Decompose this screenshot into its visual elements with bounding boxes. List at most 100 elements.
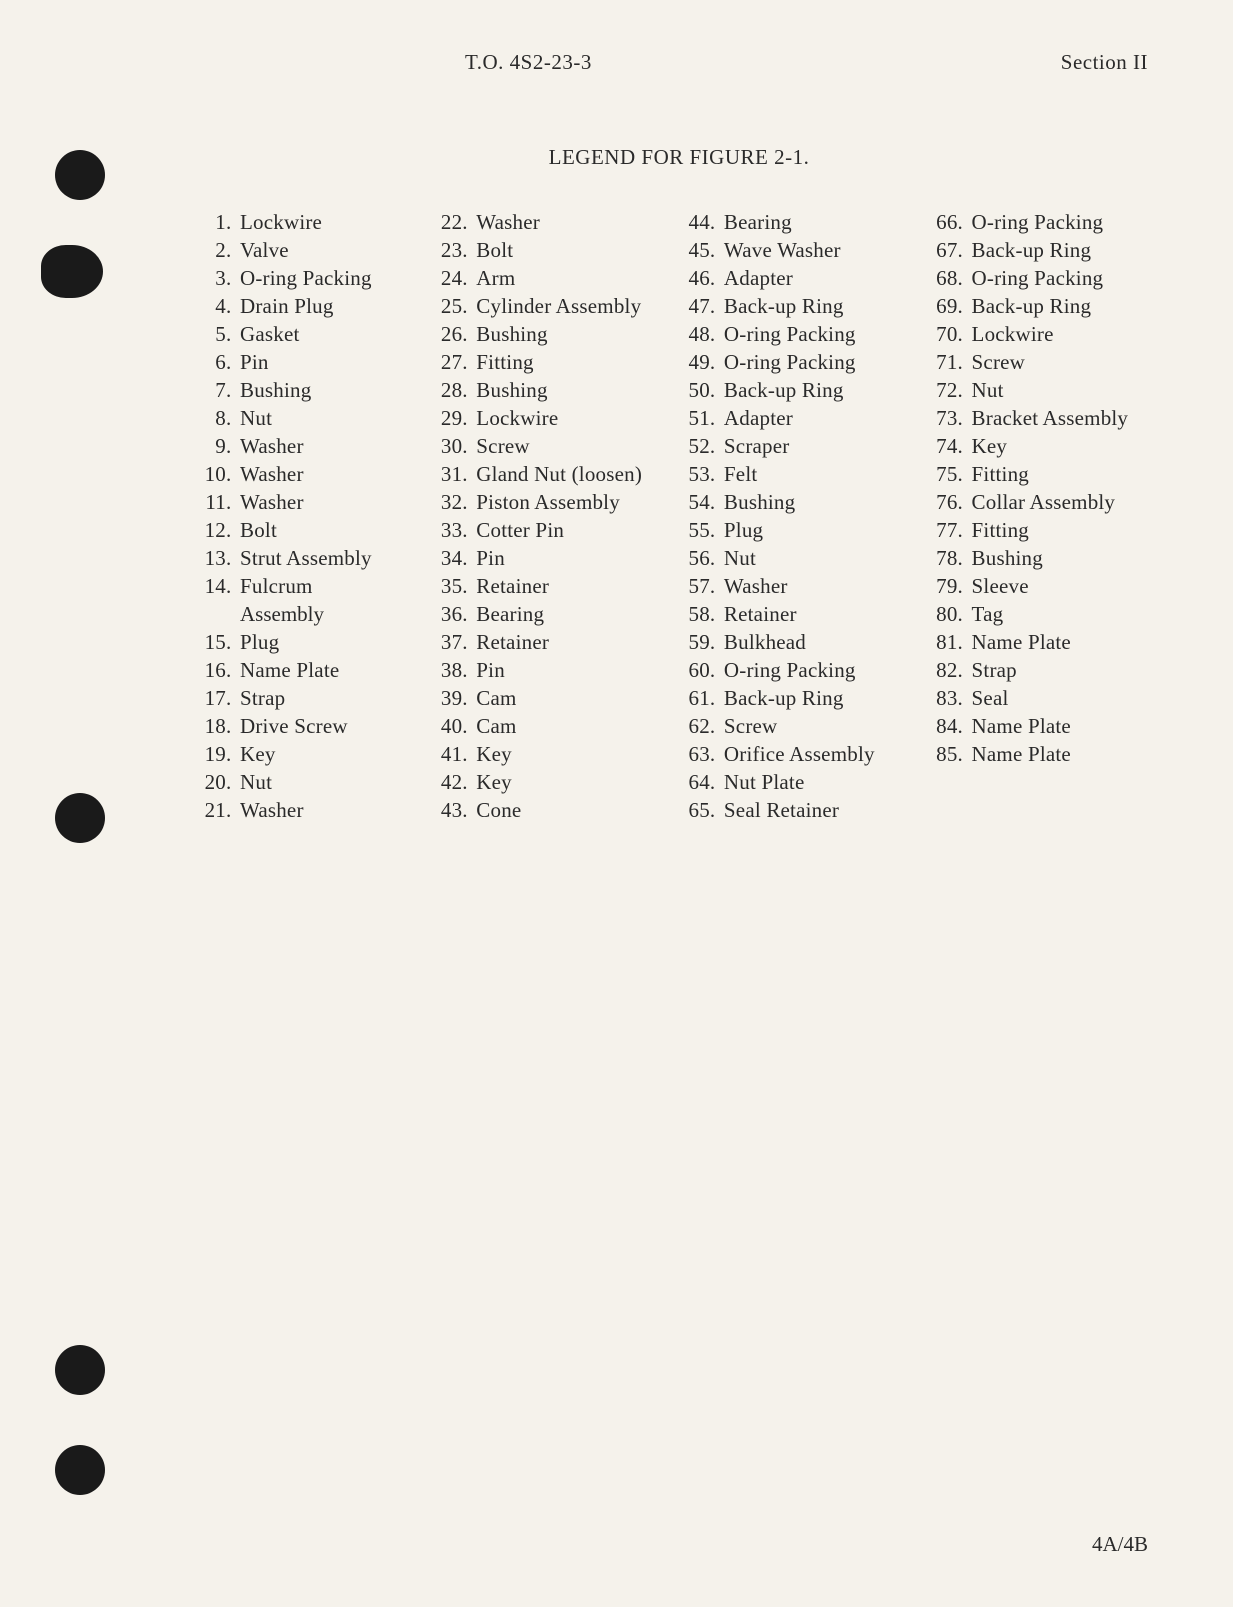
legend-item-separator: . (958, 600, 972, 628)
legend-item-number: 36 (426, 600, 462, 628)
legend-item-separator: . (226, 404, 240, 432)
legend-item-text: Arm (476, 264, 650, 292)
legend-item-text: O-ring Packing (972, 208, 1148, 236)
legend-item: 82.Strap (922, 656, 1148, 684)
legend-item: 40.Cam (426, 712, 650, 740)
legend-item-number: 34 (426, 544, 462, 572)
legend-item: 10.Washer (190, 460, 402, 488)
legend-item-text: Fitting (972, 460, 1148, 488)
legend-item-text: Bulkhead (724, 628, 898, 656)
legend-item-separator: . (226, 348, 240, 376)
legend-item-text: Retainer (724, 600, 898, 628)
legend-item-number: 32 (426, 488, 462, 516)
legend-item: 28.Bushing (426, 376, 650, 404)
legend-item-number: 38 (426, 656, 462, 684)
legend-item-number: 6 (190, 348, 226, 376)
legend-item: 36.Bearing (426, 600, 650, 628)
legend-item-number: 79 (922, 572, 958, 600)
legend-item: 68.O-ring Packing (922, 264, 1148, 292)
section-label: Section II (1061, 50, 1148, 75)
legend-columns: 1.Lockwire2.Valve3.O-ring Packing4.Drain… (155, 208, 1148, 824)
legend-item-number: 35 (426, 572, 462, 600)
legend-item: 24.Arm (426, 264, 650, 292)
legend-item-number: 61 (674, 684, 710, 712)
legend-item-separator: . (462, 320, 476, 348)
legend-item-text: O-ring Packing (724, 320, 898, 348)
legend-item: 83.Seal (922, 684, 1148, 712)
legend-item: 38.Pin (426, 656, 650, 684)
legend-item-number: 31 (426, 460, 462, 488)
page-footer: 4A/4B (1092, 1532, 1148, 1557)
legend-item-text: Nut Plate (724, 768, 898, 796)
legend-item: 76.Collar Assembly (922, 488, 1148, 516)
legend-item: 79.Sleeve (922, 572, 1148, 600)
legend-item-text: Cylinder Assembly (476, 292, 650, 320)
legend-item-text: Gasket (240, 320, 402, 348)
legend-item-text: Bushing (476, 320, 650, 348)
legend-item-separator: . (710, 684, 724, 712)
legend-item-number: 65 (674, 796, 710, 824)
legend-item-number: 10 (190, 460, 226, 488)
legend-item: 33.Cotter Pin (426, 516, 650, 544)
legend-item-separator: . (958, 376, 972, 404)
legend-item-text: O-ring Packing (972, 264, 1148, 292)
legend-item: 54.Bushing (674, 488, 898, 516)
legend-item-text: Valve (240, 236, 402, 264)
legend-item-text: Fitting (476, 348, 650, 376)
legend-item-separator: . (226, 432, 240, 460)
legend-item-text: Strap (240, 684, 402, 712)
legend-item-text: Bushing (476, 376, 650, 404)
legend-item-separator: . (226, 292, 240, 320)
legend-item-separator: . (710, 264, 724, 292)
legend-item-separator: . (710, 740, 724, 768)
legend-item-text: Washer (476, 208, 650, 236)
legend-item-separator: . (710, 376, 724, 404)
legend-item-text: Sleeve (972, 572, 1148, 600)
legend-item-number: 42 (426, 768, 462, 796)
legend-item-separator: . (462, 488, 476, 516)
legend-item-separator: . (710, 292, 724, 320)
legend-item-number: 83 (922, 684, 958, 712)
legend-item: 57.Washer (674, 572, 898, 600)
legend-item-text: Drain Plug (240, 292, 402, 320)
legend-item-text: Plug (240, 628, 402, 656)
legend-item: 61.Back-up Ring (674, 684, 898, 712)
legend-column-4: 66.O-ring Packing67.Back-up Ring68.O-rin… (922, 208, 1148, 824)
legend-item: 67.Back-up Ring (922, 236, 1148, 264)
legend-item: 6.Pin (190, 348, 402, 376)
legend-item-number: 25 (426, 292, 462, 320)
legend-column-1: 1.Lockwire2.Valve3.O-ring Packing4.Drain… (190, 208, 402, 824)
legend-item-number: 14 (190, 572, 226, 600)
legend-item-number: 43 (426, 796, 462, 824)
legend-item-text: Nut (240, 768, 402, 796)
legend-item: 58.Retainer (674, 600, 898, 628)
legend-item-text: Pin (476, 656, 650, 684)
legend-title: LEGEND FOR FIGURE 2-1. (155, 145, 1148, 170)
legend-item-text: Bearing (476, 600, 650, 628)
legend-item-text: Gland Nut (loosen) (476, 460, 650, 488)
punch-hole (55, 793, 105, 843)
legend-item-separator: . (958, 432, 972, 460)
legend-item-separator: . (226, 656, 240, 684)
legend-item-text: Bushing (240, 376, 402, 404)
legend-item: 2.Valve (190, 236, 402, 264)
legend-item-number: 16 (190, 656, 226, 684)
legend-item: 12.Bolt (190, 516, 402, 544)
legend-item-separator: . (958, 320, 972, 348)
legend-item: 18.Drive Screw (190, 712, 402, 740)
legend-item-number: 62 (674, 712, 710, 740)
legend-item-number: 82 (922, 656, 958, 684)
legend-item-number: 63 (674, 740, 710, 768)
legend-item: 84.Name Plate (922, 712, 1148, 740)
legend-item: 42.Key (426, 768, 650, 796)
legend-item-text: Nut (240, 404, 402, 432)
legend-item-number: 22 (426, 208, 462, 236)
legend-item: 13.Strut Assembly (190, 544, 402, 572)
punch-hole (55, 1345, 105, 1395)
legend-item-text: Bolt (476, 236, 650, 264)
legend-item-text: Washer (240, 488, 402, 516)
legend-item-number: 53 (674, 460, 710, 488)
legend-item: 69.Back-up Ring (922, 292, 1148, 320)
legend-item-text: Fitting (972, 516, 1148, 544)
legend-item: 14.Fulcrum (190, 572, 402, 600)
